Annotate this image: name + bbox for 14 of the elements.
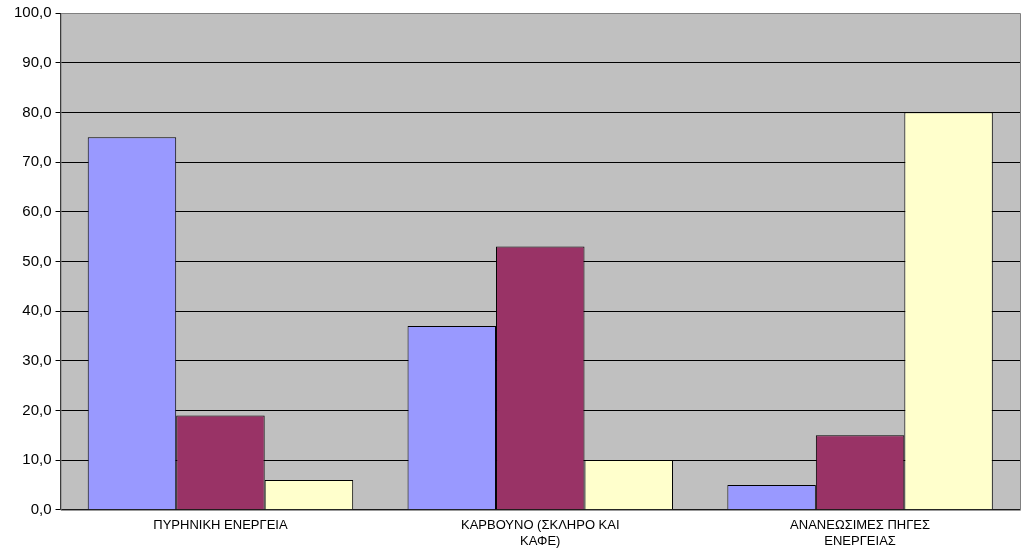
x-tick-label: ΑΝΑΝΕΩΣΙΜΕΣ ΠΗΓΕΣ ΕΝΕΡΓΕΙΑΣ — [790, 517, 931, 548]
y-tick-label: 20,0 — [22, 400, 52, 418]
y-tick-label: 50,0 — [22, 251, 52, 269]
y-tick-label: 40,0 — [22, 301, 52, 319]
y-tick-label: 60,0 — [22, 201, 52, 219]
y-tick-label: 30,0 — [22, 350, 52, 368]
y-tick-label: 0,0 — [30, 499, 52, 517]
y-tick-label: 70,0 — [22, 152, 52, 170]
x-tick-label: ΚΑΡΒΟΥΝΟ (ΣΚΛΗΡΟ ΚΑΙ ΚΑΦΕ) — [460, 517, 620, 548]
y-tick-label: 100,0 — [13, 3, 52, 21]
x-tick-label: ΠΥΡΗΝΙΚΗ ΕΝΕΡΓΕΙΑ — [153, 517, 288, 533]
y-tick-label: 10,0 — [22, 450, 52, 468]
y-tick-label: 80,0 — [22, 102, 52, 120]
y-tick-label: 90,0 — [22, 52, 52, 70]
